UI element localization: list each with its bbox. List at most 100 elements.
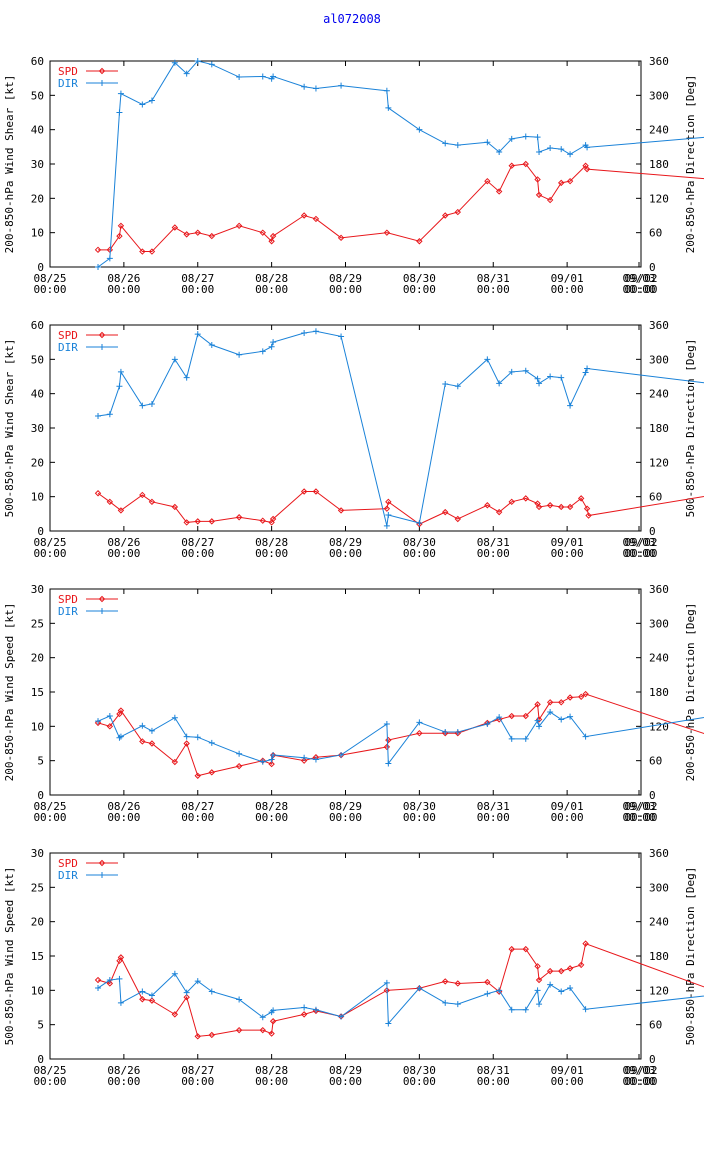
x-tick-time: 00:00 [181,547,214,560]
dir-point [383,721,390,728]
spd-point [139,491,146,499]
right-tick-label: 0 [649,789,656,802]
dir-point [416,985,423,992]
dir-point [194,734,201,741]
left-tick-label: 20 [31,456,44,469]
spd-point [558,699,565,706]
page-title: al072008 [323,12,381,26]
spd-point [268,1030,275,1037]
x-tick-time: 00:00 [255,1075,288,1088]
right-tick-label: 0 [649,1053,656,1066]
right-tick-label: 180 [649,686,669,699]
dir-point [508,735,515,742]
dir-point [183,70,190,77]
x-tick-time: 00:00 [33,283,66,296]
spd-point [117,507,125,514]
dir-point [270,1007,277,1014]
dir-point [558,988,565,995]
spd-point [566,177,574,185]
spd-point [269,232,277,240]
spd-point [383,743,391,751]
dir-point [383,522,390,529]
spd-point [94,976,102,984]
x-tick-time: 00:00 [33,811,66,824]
x-tick-date: 08/31 [477,800,510,813]
spd-point [583,165,591,173]
right-tick-label: 300 [649,89,669,102]
dir-point [567,151,574,158]
dir-point [416,719,423,726]
x-tick-date: 08/30 [403,800,436,813]
spd-point [312,215,320,223]
right-tick-label: 300 [649,617,669,630]
left-tick-label: 60 [31,55,44,68]
y-axis-label: 200-850-hPa Wind Shear [kt] [3,75,16,254]
x-tick-date: 09/03 [622,536,655,549]
spd-point [94,490,102,497]
dir-point [416,519,423,526]
spd-point [383,505,391,512]
dir-point [385,511,392,518]
dir-point [106,411,113,418]
left-tick-label: 25 [31,617,44,630]
left-tick-label: 10 [31,227,44,240]
dir-point [312,85,319,92]
x-tick-date: 09/02 [624,536,657,549]
left-tick-label: 25 [31,881,44,894]
spd-point [117,222,125,230]
dir-point [383,87,390,94]
spd-point [546,502,554,509]
dir-point [171,356,178,363]
spd-point [269,1018,277,1025]
dir-point [183,733,190,740]
spd-point [183,519,190,526]
x-tick-date: 09/02 [624,1064,657,1077]
spd-point [337,234,345,242]
right-tick-label: 300 [649,353,669,366]
spd-point [337,507,345,514]
y2-axis-label: 200-850-hPa Direction [Deg] [684,75,697,254]
x-tick-date: 09/01 [551,800,584,813]
spd-point [558,179,565,187]
spd-point [208,769,215,776]
spd-point [259,517,266,524]
x-tick-date: 08/25 [33,1064,66,1077]
x-tick-time: 00:00 [181,811,214,824]
plot-frame [49,60,642,268]
legend-marker-spd [98,595,106,603]
x-tick-date: 08/31 [477,272,510,285]
left-tick-label: 0 [37,261,44,274]
spd-point [268,519,275,526]
chart-panel-3: 05101520253006012018024030036008/2500:00… [3,583,704,824]
dir-point [484,139,491,146]
right-tick-label: 120 [649,984,669,997]
x-tick-date: 08/31 [477,536,510,549]
x-tick-time: 00:00 [551,811,584,824]
spd-point [546,699,554,706]
dir-point [194,331,201,338]
dir-point [547,981,554,988]
spd-point [535,976,543,984]
x-tick-date: 08/26 [107,536,140,549]
x-tick-date: 09/03 [622,1064,655,1077]
dir-point [567,985,574,992]
dir-point [116,975,123,982]
x-tick-date: 09/01 [551,1064,584,1077]
spd-point [208,518,215,525]
dir-point [259,758,266,765]
dir-point [584,144,591,151]
spd-point [171,224,179,231]
dir-point [558,716,565,723]
x-tick-date: 08/28 [255,536,288,549]
x-tick-time: 00:00 [403,547,436,560]
chart-panel-4: 05101520253006012018024030036008/2500:00… [3,847,704,1088]
dir-point [208,61,215,68]
dir-point [547,144,554,151]
x-tick-time: 00:00 [551,547,584,560]
spd-point [269,515,277,523]
spd-point [566,503,574,511]
spd-point [522,495,529,502]
x-tick-time: 00:00 [624,811,657,824]
spd-point [495,188,503,195]
dir-point [567,713,574,720]
